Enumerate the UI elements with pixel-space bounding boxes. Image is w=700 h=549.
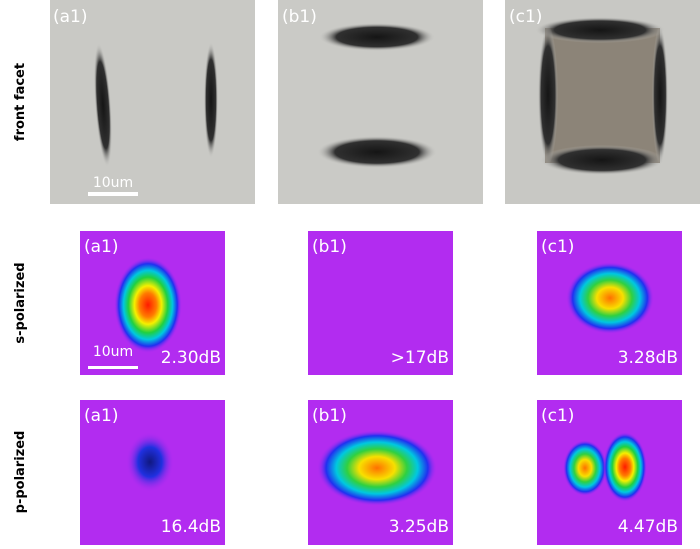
scale-bar-label: 10um (93, 175, 133, 191)
panel-label: (a1) (84, 406, 119, 426)
panel-label: (c1) (541, 237, 574, 257)
facet-image (50, 0, 255, 204)
loss-label: >17dB (391, 348, 449, 368)
facet-image (505, 0, 700, 204)
panel-label: (a1) (53, 7, 88, 27)
panel-label: (b1) (312, 406, 347, 426)
panel-label: (b1) (312, 237, 347, 257)
panel-label: (c1) (541, 406, 574, 426)
facet-image (278, 0, 483, 204)
loss-label: 16.4dB (161, 517, 221, 537)
row-label: s-polarized (13, 262, 28, 343)
loss-label: 3.28dB (618, 348, 678, 368)
row-label: p-polarized (13, 431, 28, 514)
panel-label: (a1) (84, 237, 119, 257)
loss-label: 4.47dB (618, 517, 678, 537)
loss-label: 2.30dB (161, 348, 221, 368)
scale-bar-label: 10um (93, 344, 133, 360)
panel-label: (b1) (282, 7, 317, 27)
row-label: front facet (13, 63, 28, 141)
loss-label: 3.25dB (389, 517, 449, 537)
panel-label: (c1) (509, 7, 542, 27)
figure: front facet s-polarized p-polarized (a1)… (0, 0, 700, 549)
